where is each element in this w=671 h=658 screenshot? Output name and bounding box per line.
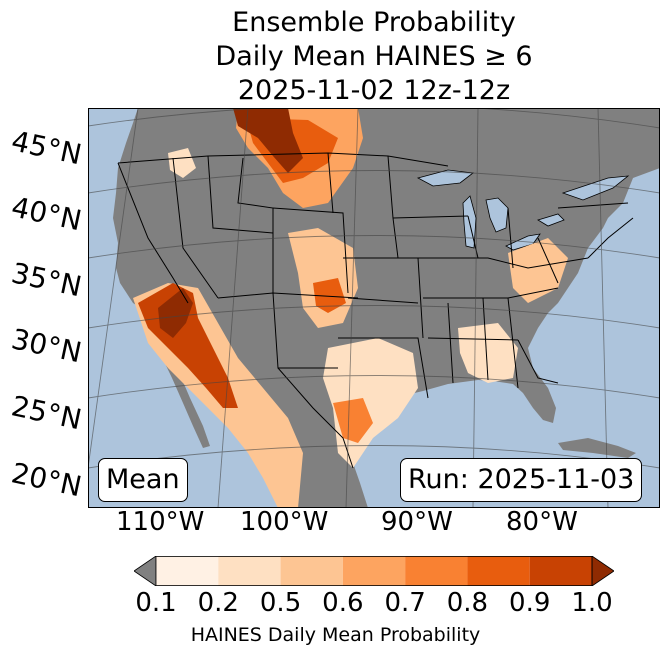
colorbar-bin xyxy=(467,556,530,586)
map-frame xyxy=(88,108,660,508)
prob-region-northern-rockies-max xyxy=(233,108,303,173)
probability-field xyxy=(133,108,568,508)
prob-region-central-plains-core xyxy=(313,278,346,313)
lat-label-45n: 45°N xyxy=(8,124,85,172)
cuba-island xyxy=(558,438,636,458)
colorbar-over-arrow xyxy=(591,556,614,586)
prob-region-southeast xyxy=(458,323,518,383)
colorbar xyxy=(134,556,614,586)
colorbar-bin xyxy=(280,556,343,586)
colorbar-tick-label: 0.8 xyxy=(446,588,489,618)
prob-region-southwest-max xyxy=(158,288,193,338)
colorbar-tick-label: 0.5 xyxy=(259,588,302,618)
title-line-1: Ensemble Probability xyxy=(232,7,516,38)
colorbar-bin xyxy=(405,556,468,586)
lon-label-110w: 110°W xyxy=(116,507,205,537)
lon-label-100w: 100°W xyxy=(240,507,329,537)
lat-label-30n: 30°N xyxy=(8,322,85,370)
title-line-3: 2025-11-02 12z-12z xyxy=(237,75,511,106)
colorbar-bin xyxy=(342,556,406,586)
lat-label-20n: 20°N xyxy=(8,456,85,504)
prob-region-appalachia xyxy=(508,238,568,303)
colorbar-tick-label: 0.7 xyxy=(384,588,426,618)
mean-label-box: Mean xyxy=(98,458,188,502)
colorbar-bin xyxy=(218,556,281,586)
colorbar-bin xyxy=(156,556,219,586)
prob-region-texas-core xyxy=(333,398,373,443)
colorbar-bin xyxy=(529,556,592,586)
colorbar-tick-label: 0.9 xyxy=(509,588,551,618)
lat-label-40n: 40°N xyxy=(8,190,85,238)
colorbar-frame xyxy=(155,556,593,586)
colorbar-tick-label: 0.1 xyxy=(135,588,177,618)
lat-label-35n: 35°N xyxy=(8,256,85,304)
prob-region-northwest xyxy=(168,148,196,178)
lat-label-25n: 25°N xyxy=(8,389,85,437)
lon-label-90w: 90°W xyxy=(381,507,453,537)
colorbar-tick-label: 1.0 xyxy=(571,588,613,618)
colorbar-label: HAINES Daily Mean Probability xyxy=(190,624,481,646)
probability-map xyxy=(88,108,660,508)
lon-label-80w: 80°W xyxy=(506,507,578,537)
colorbar-under-arrow xyxy=(134,556,157,586)
colorbar-tick-label: 0.6 xyxy=(322,588,364,618)
graticule xyxy=(88,108,660,508)
title-line-2: Daily Mean HAINES ≥ 6 xyxy=(215,41,533,72)
colorbar-tick-label: 0.2 xyxy=(197,588,239,618)
run-date-box: Run: 2025-11-03 xyxy=(400,458,643,502)
